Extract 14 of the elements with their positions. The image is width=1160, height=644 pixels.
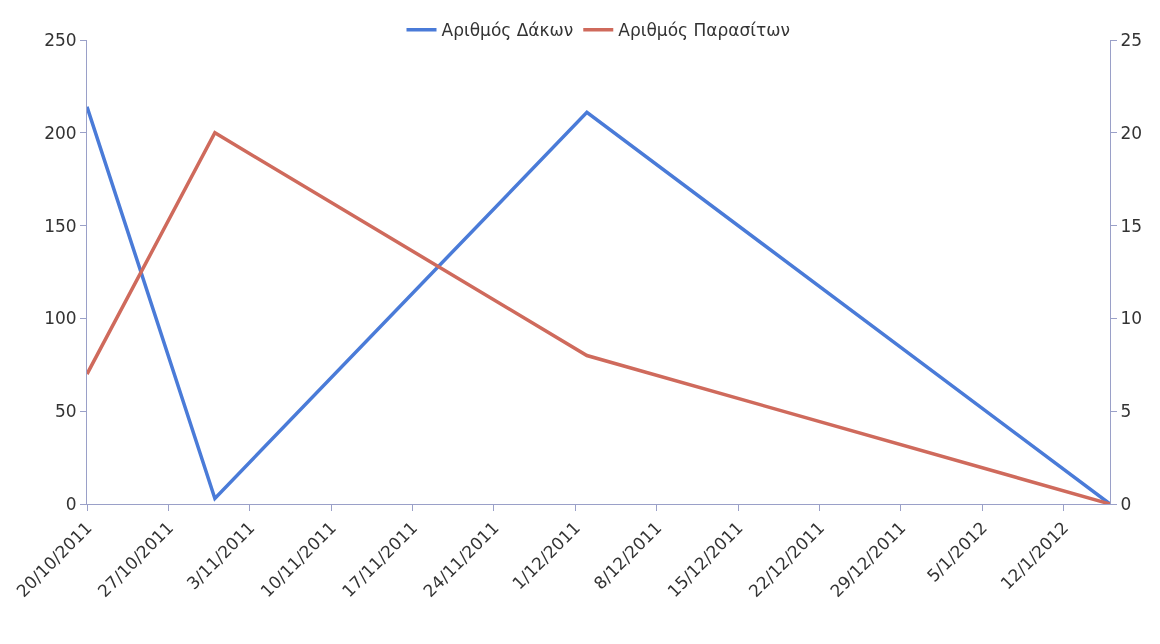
y-tick-label: 200: [44, 122, 77, 143]
y2-tick-label: 5: [1120, 401, 1132, 422]
legend-label: Αριθμός Δάκων: [441, 20, 574, 41]
y2-tick-label: 15: [1120, 215, 1143, 236]
y-tick-label: 100: [44, 308, 77, 329]
y-tick-label: 0: [65, 493, 77, 514]
y2-tick-label: 10: [1120, 308, 1143, 329]
y2-tick-label: 20: [1120, 122, 1143, 143]
y-tick-label: 50: [54, 401, 77, 422]
y-tick-label: 150: [44, 215, 77, 236]
legend-label: Αριθμός Παρασίτων: [618, 20, 790, 41]
y2-tick-label: 25: [1120, 29, 1143, 50]
y2-tick-label: 0: [1120, 493, 1132, 514]
y-tick-label: 250: [44, 29, 77, 50]
